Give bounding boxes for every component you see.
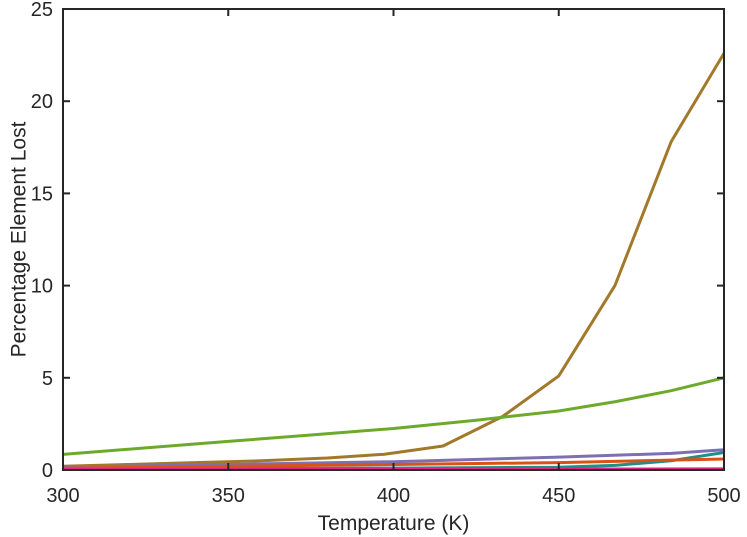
x-tick-label: 450 (542, 485, 575, 507)
y-tick-label: 25 (31, 0, 53, 21)
series-line-3 (63, 448, 724, 469)
series-line-2 (63, 376, 724, 456)
x-tick-label: 300 (46, 485, 79, 507)
axes: 300 350 400 450 500 0 5 10 15 20 25 (31, 0, 741, 507)
y-tick-label: 15 (31, 183, 53, 205)
y-tick-label: 5 (42, 368, 53, 390)
plot-content (63, 52, 724, 470)
x-tick-label: 500 (707, 485, 740, 507)
y-tick-label: 20 (31, 91, 53, 113)
x-axis-title: Temperature (K) (318, 512, 470, 535)
y-tick-label: 0 (42, 460, 53, 482)
y-tick-label: 10 (31, 276, 53, 298)
x-tick-label: 350 (212, 485, 245, 507)
y-axis-title: Percentage Element Lost (8, 121, 31, 357)
series-line-1 (63, 52, 724, 468)
x-tick-label: 400 (377, 485, 410, 507)
